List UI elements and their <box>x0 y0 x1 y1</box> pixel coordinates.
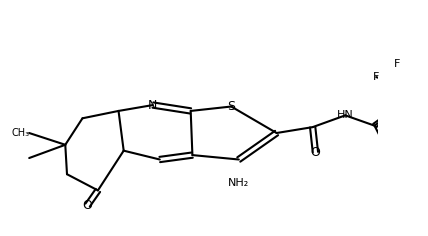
Text: CH₃: CH₃ <box>11 128 29 138</box>
Text: O: O <box>83 199 92 212</box>
Text: N: N <box>148 99 158 112</box>
Text: F: F <box>394 59 400 69</box>
Text: O: O <box>310 146 320 159</box>
Text: S: S <box>227 100 235 113</box>
Text: NH₂: NH₂ <box>228 178 250 188</box>
Text: F: F <box>373 72 379 82</box>
Text: HN: HN <box>337 110 354 120</box>
